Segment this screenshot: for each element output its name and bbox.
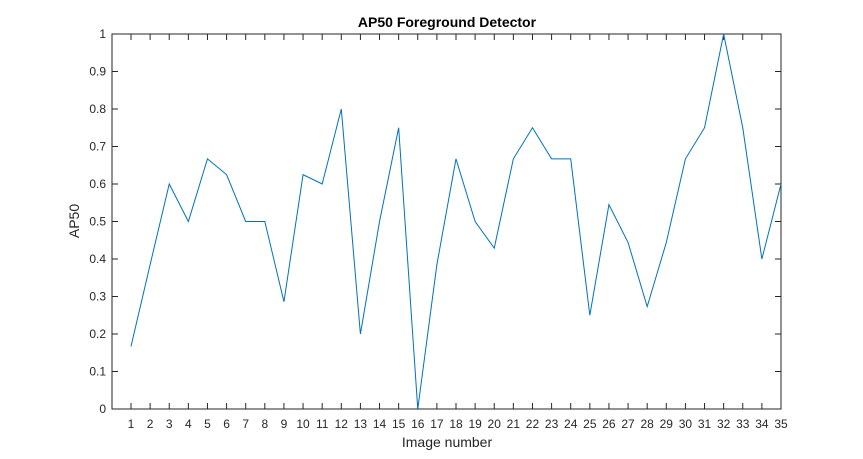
- y-tick-label: 0.6: [89, 177, 106, 191]
- y-tick-label: 0.7: [89, 140, 106, 154]
- x-tick-label: 23: [545, 417, 559, 431]
- x-tick-label: 8: [261, 417, 268, 431]
- chart-title: AP50 Foreground Detector: [358, 14, 537, 30]
- x-axis: 1 2 3 4 5 6 7 8 9 10 11 12 13 14 15 16 17 18 19 20 21 22 23 24 2…: [128, 34, 788, 431]
- x-tick-label: 5: [204, 417, 211, 431]
- x-tick-label: 6: [223, 417, 230, 431]
- y-tick-label: 0.8: [89, 102, 106, 116]
- x-tick-label: 13: [354, 417, 368, 431]
- x-tick-label: 15: [392, 417, 406, 431]
- x-tick-label: 19: [468, 417, 482, 431]
- y-tick-label: 0.5: [89, 215, 106, 229]
- x-tick-label: 28: [640, 417, 654, 431]
- series-line: [130, 33, 782, 410]
- x-tick-label: 24: [564, 417, 578, 431]
- x-tick-label: 21: [507, 417, 521, 431]
- x-tick-label: 7: [242, 417, 249, 431]
- x-tick-label: 11: [316, 417, 329, 431]
- x-tick-label: 14: [373, 417, 387, 431]
- x-tick-label: 22: [526, 417, 540, 431]
- x-tick-label: 4: [185, 417, 192, 431]
- plot-area: [111, 33, 782, 410]
- x-tick-label: 2: [147, 417, 154, 431]
- x-tick-label: 34: [755, 417, 769, 431]
- x-tick-label: 16: [411, 417, 425, 431]
- x-tick-label: 33: [736, 417, 750, 431]
- x-tick-label: 17: [430, 417, 444, 431]
- y-tick-label: 0.4: [89, 252, 106, 266]
- y-tick-label: 0: [99, 402, 106, 416]
- x-tick-label: 1: [128, 417, 135, 431]
- x-tick-label: 12: [335, 417, 349, 431]
- x-tick-label: 10: [296, 417, 310, 431]
- x-axis-title: Image number: [402, 434, 493, 450]
- y-tick-label: 0.2: [89, 327, 106, 341]
- x-tick-label: 18: [449, 417, 463, 431]
- y-tick-label: 1: [99, 27, 106, 41]
- x-tick-label: 31: [698, 417, 712, 431]
- x-tick-label: 26: [602, 417, 616, 431]
- y-tick-label: 0.1: [89, 365, 106, 379]
- x-tick-label: 35: [774, 417, 788, 431]
- x-tick-label: 25: [583, 417, 597, 431]
- y-axis: 0 0.1 0.2 0.3 0.4 0.5 0.6 0.7 0.8 0.9 1: [89, 27, 781, 416]
- x-tick-label: 29: [660, 417, 674, 431]
- x-tick-label: 3: [166, 417, 173, 431]
- y-tick-label: 0.3: [89, 290, 106, 304]
- x-tick-label: 20: [488, 417, 502, 431]
- x-tick-label: 32: [717, 417, 731, 431]
- y-tick-label: 0.9: [89, 65, 106, 79]
- x-tick-label: 27: [621, 417, 635, 431]
- y-axis-title: AP50: [66, 204, 82, 238]
- series-group: [130, 33, 782, 410]
- x-tick-label: 30: [679, 417, 693, 431]
- x-tick-label: 9: [281, 417, 288, 431]
